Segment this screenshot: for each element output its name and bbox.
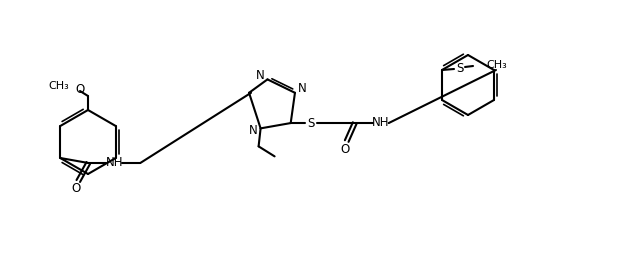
Text: CH₃: CH₃ [48, 81, 69, 91]
Text: N: N [298, 82, 307, 95]
Text: N: N [256, 69, 265, 82]
Text: S: S [307, 116, 315, 129]
Text: O: O [340, 142, 349, 155]
Text: NH: NH [106, 155, 123, 168]
Text: CH₃: CH₃ [486, 60, 507, 70]
Text: O: O [72, 183, 81, 196]
Text: NH: NH [372, 115, 389, 128]
Text: N: N [249, 124, 258, 137]
Text: S: S [456, 62, 464, 75]
Text: O: O [76, 82, 85, 95]
